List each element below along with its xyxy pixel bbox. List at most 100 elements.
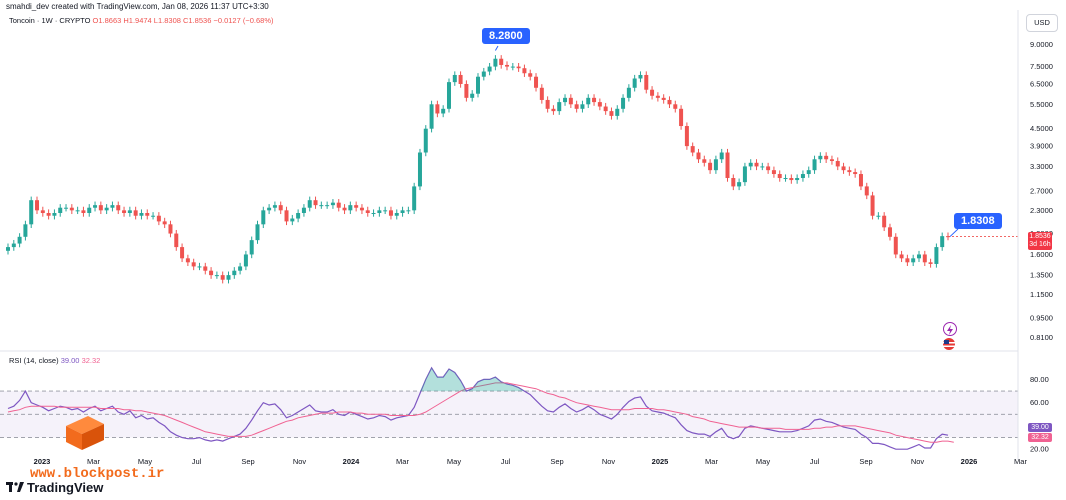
candle-body	[806, 170, 811, 175]
candle-body	[116, 205, 121, 211]
candle-body	[52, 213, 57, 216]
candle-body	[858, 174, 863, 187]
price-tick-label: 1.1500	[1030, 290, 1053, 299]
candle-body	[638, 74, 643, 79]
candle-body	[377, 210, 382, 214]
candle-body	[510, 66, 515, 68]
currency-selector[interactable]: USD	[1026, 14, 1058, 32]
candle-body	[272, 205, 277, 208]
time-axis[interactable]: 2023 Mar May Jul Sep Nov 2024 Mar May Jul Sep Nov 20…	[34, 457, 1028, 466]
candle-body	[887, 227, 892, 237]
candle-body	[249, 240, 254, 255]
rsi-tick-label: 60.00	[1030, 398, 1049, 407]
low-callout-pointer	[949, 228, 959, 237]
time-tick-label: Jul	[501, 457, 511, 466]
price-tick-label: 7.5000	[1030, 62, 1053, 71]
candle-body	[522, 68, 527, 74]
rsi-ma-value-tag: 32.32	[1028, 433, 1052, 442]
candle-body	[156, 215, 161, 222]
us-flag-icon[interactable]	[943, 338, 955, 350]
candle-body	[417, 152, 422, 187]
candle-body	[748, 162, 753, 167]
high-callout: 8.2800	[482, 28, 530, 44]
candle-body	[458, 74, 463, 84]
candle-body	[255, 224, 260, 241]
candle-body	[371, 213, 376, 215]
candle-body	[133, 210, 138, 216]
price-tick-label: 1.3500	[1030, 271, 1053, 280]
candle-body	[493, 58, 498, 67]
candle-body	[110, 205, 115, 208]
candle-body	[940, 236, 945, 248]
candle-body	[17, 236, 22, 244]
time-tick-label: Mar	[87, 457, 100, 466]
candle-body	[847, 170, 852, 173]
tradingview-logo[interactable]: TradingView	[6, 480, 103, 495]
time-tick-label: Mar	[705, 457, 718, 466]
candle-body	[679, 108, 684, 127]
candle-body	[644, 74, 649, 90]
candle-body	[597, 102, 602, 107]
candle-body	[412, 186, 417, 211]
candle-body	[185, 258, 190, 263]
rsi-label: RSI (14, close)	[9, 356, 59, 365]
lightning-icon[interactable]	[943, 322, 957, 336]
candle-body	[586, 97, 591, 105]
candle-body	[777, 174, 782, 179]
candle-body	[505, 64, 510, 67]
time-tick-label: Jul	[192, 457, 202, 466]
candle-body	[824, 155, 829, 160]
candle-body	[394, 213, 399, 216]
time-tick-label: Nov	[911, 457, 925, 466]
candle-body	[11, 243, 16, 248]
chart-caption: smahdi_dev created with TradingView.com,…	[6, 2, 269, 11]
candle-body	[93, 205, 98, 208]
candle-body	[905, 258, 910, 263]
candle-body	[307, 200, 312, 208]
candle-body	[29, 200, 34, 225]
candle-body	[64, 207, 69, 209]
symbol-legend[interactable]: Toncoin · 1W · CRYPTO O1.8663 H1.9474 L1…	[9, 16, 274, 25]
candle-body	[348, 205, 353, 211]
price-tick-label: 2.3000	[1030, 206, 1053, 215]
candle-body	[708, 162, 713, 171]
candle-body	[330, 202, 335, 206]
time-tick-label: Nov	[602, 457, 616, 466]
candle-body	[771, 170, 776, 175]
candle-body	[122, 210, 127, 214]
candle-body	[539, 87, 544, 100]
candle-body	[650, 89, 655, 96]
rsi-band-background	[0, 391, 1018, 438]
rsi-axis[interactable]: 80.00 60.00 20.00	[1030, 375, 1049, 454]
candle-body	[551, 108, 556, 112]
rsi-legend-value: 39.00	[60, 356, 80, 365]
candle-body	[174, 233, 179, 248]
candle-body	[58, 207, 63, 214]
candle-body	[476, 76, 480, 94]
candle-body	[899, 254, 904, 259]
rsi-legend[interactable]: RSI (14, close) 39.00 32.32	[9, 356, 100, 365]
candle-body	[446, 82, 451, 109]
price-axis[interactable]: 9.0000 7.5000 6.5000 5.5000 4.5000 3.9000 3.30…	[1030, 40, 1053, 342]
candle-body	[870, 195, 875, 216]
candle-body	[783, 178, 788, 180]
candle-body	[359, 207, 364, 211]
candle-body	[882, 215, 887, 228]
candle-body	[464, 83, 469, 98]
candle-body	[563, 97, 568, 103]
last-price: 1.8536	[1029, 233, 1051, 240]
candle-body	[69, 207, 74, 211]
candle-body	[911, 258, 916, 263]
blockpost-logo-icon	[66, 416, 104, 450]
candle-body	[197, 266, 202, 268]
price-tick-label: 6.5000	[1030, 79, 1053, 88]
candle-body	[626, 87, 631, 98]
symbol-name[interactable]: Toncoin · 1W · CRYPTO	[9, 16, 91, 25]
candle-body	[214, 275, 219, 277]
candle-body	[400, 210, 405, 214]
time-tick-label: Sep	[550, 457, 563, 466]
candle-body	[296, 213, 301, 219]
candle-body	[87, 207, 92, 214]
rsi-ma-legend-value: 32.32	[81, 356, 101, 365]
